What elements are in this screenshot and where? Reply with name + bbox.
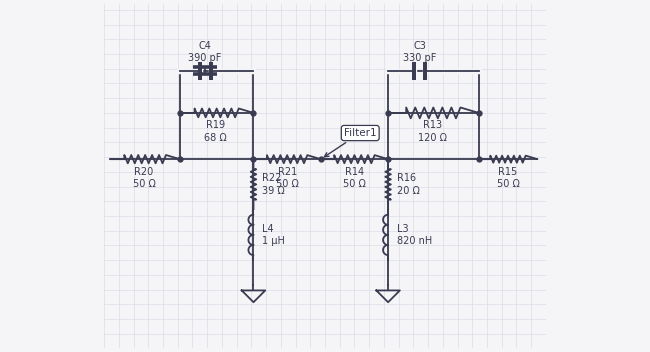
Text: 390 pF: 390 pF	[188, 53, 222, 63]
Text: L4: L4	[262, 224, 274, 234]
Text: 120 Ω: 120 Ω	[418, 133, 447, 143]
Text: 50 Ω: 50 Ω	[497, 180, 519, 189]
Text: R14: R14	[345, 167, 364, 177]
Text: R13: R13	[422, 120, 442, 131]
Text: R20: R20	[135, 167, 154, 177]
Text: 330 pF: 330 pF	[403, 53, 436, 63]
Text: 50 Ω: 50 Ω	[133, 180, 155, 189]
Text: R16: R16	[396, 173, 415, 183]
Text: R21: R21	[278, 167, 297, 177]
Text: 820 nH: 820 nH	[396, 236, 432, 246]
Text: R15: R15	[499, 167, 517, 177]
Text: Filter1: Filter1	[324, 128, 376, 157]
Text: R22: R22	[262, 173, 281, 183]
Text: 50 Ω: 50 Ω	[343, 180, 366, 189]
Text: 68 Ω: 68 Ω	[204, 133, 227, 143]
Text: R19: R19	[206, 120, 225, 131]
Text: C4: C4	[199, 40, 211, 51]
Text: L3: L3	[396, 224, 408, 234]
Text: 1 μH: 1 μH	[262, 236, 285, 246]
Text: 50 Ω: 50 Ω	[276, 180, 298, 189]
Text: C3: C3	[413, 40, 426, 51]
Text: 39 Ω: 39 Ω	[262, 186, 285, 196]
Text: 20 Ω: 20 Ω	[396, 186, 419, 196]
